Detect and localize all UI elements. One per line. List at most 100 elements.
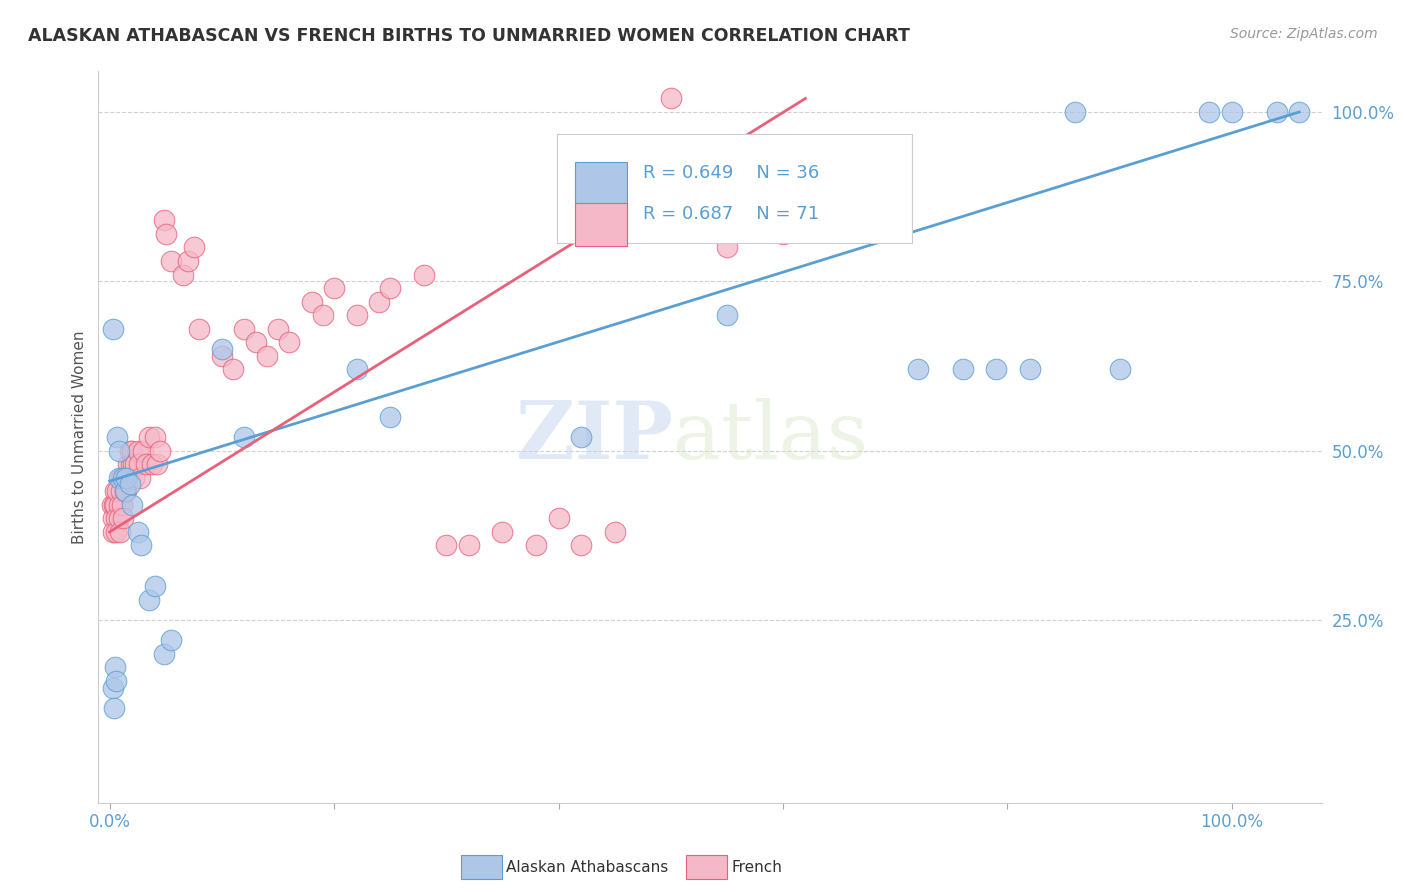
Point [105, 511, 128, 525]
Point [114, 484, 136, 499]
Point [117, 457, 139, 471]
Point [412, 268, 434, 282]
Point [278, 335, 301, 350]
Point [716, 240, 738, 254]
Y-axis label: Births to Unmarried Women: Births to Unmarried Women [72, 330, 87, 544]
Point [138, 592, 160, 607]
Point [104, 484, 127, 499]
Text: Alaskan Athabascans: Alaskan Athabascans [506, 860, 668, 874]
Point [124, 471, 146, 485]
Point [104, 660, 127, 674]
Point [101, 524, 124, 539]
Point [312, 308, 335, 322]
Point [323, 281, 346, 295]
Point [1198, 105, 1220, 120]
Point [569, 430, 592, 444]
Point [107, 484, 129, 499]
Point [101, 511, 124, 525]
Point [107, 443, 129, 458]
Text: Source: ZipAtlas.com: Source: ZipAtlas.com [1230, 27, 1378, 41]
Point [603, 524, 626, 539]
FancyBboxPatch shape [575, 161, 627, 205]
Point [301, 294, 323, 309]
Point [141, 457, 163, 471]
Point [380, 281, 402, 295]
Text: French: French [731, 860, 782, 874]
Point [155, 227, 177, 241]
Point [491, 524, 513, 539]
Point [1063, 105, 1085, 120]
Point [129, 538, 152, 552]
Point [907, 362, 929, 376]
Point [103, 701, 125, 715]
Point [160, 254, 183, 268]
Point [434, 538, 457, 552]
Point [211, 349, 233, 363]
Point [121, 443, 143, 458]
Point [101, 498, 124, 512]
Point [107, 471, 129, 485]
Point [952, 362, 974, 376]
Point [120, 457, 142, 471]
Point [110, 484, 132, 499]
FancyBboxPatch shape [557, 134, 912, 244]
Point [380, 409, 402, 424]
Point [222, 362, 245, 376]
Point [149, 443, 172, 458]
Text: ZIP: ZIP [516, 398, 673, 476]
Point [233, 322, 256, 336]
Point [118, 443, 141, 458]
Point [346, 362, 368, 376]
Point [115, 471, 138, 485]
Point [135, 457, 157, 471]
Point [569, 538, 592, 552]
Point [143, 430, 166, 444]
Point [111, 498, 134, 512]
Point [104, 498, 127, 512]
Point [124, 457, 146, 471]
Point [160, 633, 183, 648]
Point [128, 457, 150, 471]
Point [122, 457, 145, 471]
Point [256, 349, 278, 363]
Point [118, 471, 141, 485]
Point [129, 471, 152, 485]
Point [172, 268, 194, 282]
Point [138, 430, 160, 444]
Point [183, 240, 205, 254]
FancyBboxPatch shape [575, 202, 627, 246]
Point [1288, 105, 1310, 120]
Point [127, 524, 149, 539]
Point [115, 484, 138, 499]
Point [457, 538, 479, 552]
Point [127, 443, 149, 458]
Point [107, 430, 129, 444]
Point [114, 484, 136, 499]
Point [110, 471, 132, 485]
Point [152, 647, 174, 661]
Point [524, 538, 547, 552]
Point [772, 227, 794, 241]
Point [101, 322, 124, 336]
Point [101, 681, 124, 695]
Point [1108, 362, 1130, 376]
Point [211, 342, 233, 356]
Point [716, 308, 738, 322]
Point [177, 254, 200, 268]
Point [132, 443, 155, 458]
Point [107, 498, 129, 512]
Text: R = 0.687    N = 71: R = 0.687 N = 71 [643, 205, 818, 223]
Point [121, 498, 143, 512]
Point [245, 335, 267, 350]
Point [112, 471, 135, 485]
Point [105, 673, 128, 688]
Point [143, 579, 166, 593]
Point [112, 511, 135, 525]
Point [115, 471, 138, 485]
Point [188, 322, 211, 336]
Point [146, 457, 169, 471]
Point [107, 511, 129, 525]
Point [547, 511, 569, 525]
Point [986, 362, 1008, 376]
Text: R = 0.649    N = 36: R = 0.649 N = 36 [643, 164, 820, 182]
